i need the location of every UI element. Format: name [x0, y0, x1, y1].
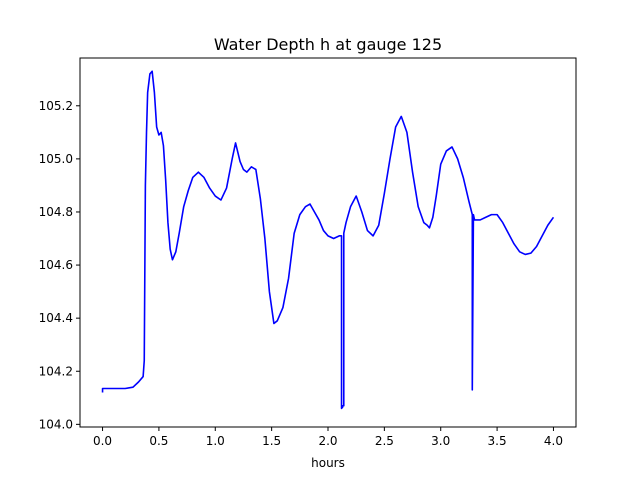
x-tick-label: 0.5 — [149, 434, 168, 448]
x-axis-label: hours — [311, 456, 345, 470]
y-tick-label: 104.4 — [39, 311, 73, 325]
y-tick-label: 104.8 — [39, 205, 73, 219]
x-tick-label: 3.5 — [488, 434, 507, 448]
y-tick-label: 104.2 — [39, 364, 73, 378]
y-tick-label: 105.2 — [39, 99, 73, 113]
x-tick-label: 1.0 — [206, 434, 225, 448]
y-tick-label: 104.6 — [39, 258, 73, 272]
chart-title: Water Depth h at gauge 125 — [214, 35, 442, 54]
y-axis: 104.0 104.2 104.4 104.6 104.8 105.0 105.2 — [39, 99, 80, 431]
x-tick-label: 0.0 — [93, 434, 112, 448]
x-axis: 0.0 0.5 1.0 1.5 2.0 2.5 3.0 3.5 4.0 — [93, 427, 563, 448]
x-tick-label: 1.5 — [262, 434, 281, 448]
y-tick-label: 104.0 — [39, 417, 73, 431]
series-line — [101, 70, 555, 410]
plot-frame — [79, 57, 577, 428]
x-tick-label: 2.0 — [318, 434, 337, 448]
x-tick-label: 2.5 — [375, 434, 394, 448]
x-tick-label: 4.0 — [544, 434, 563, 448]
y-tick-label: 105.0 — [39, 152, 73, 166]
x-tick-label: 3.0 — [431, 434, 450, 448]
